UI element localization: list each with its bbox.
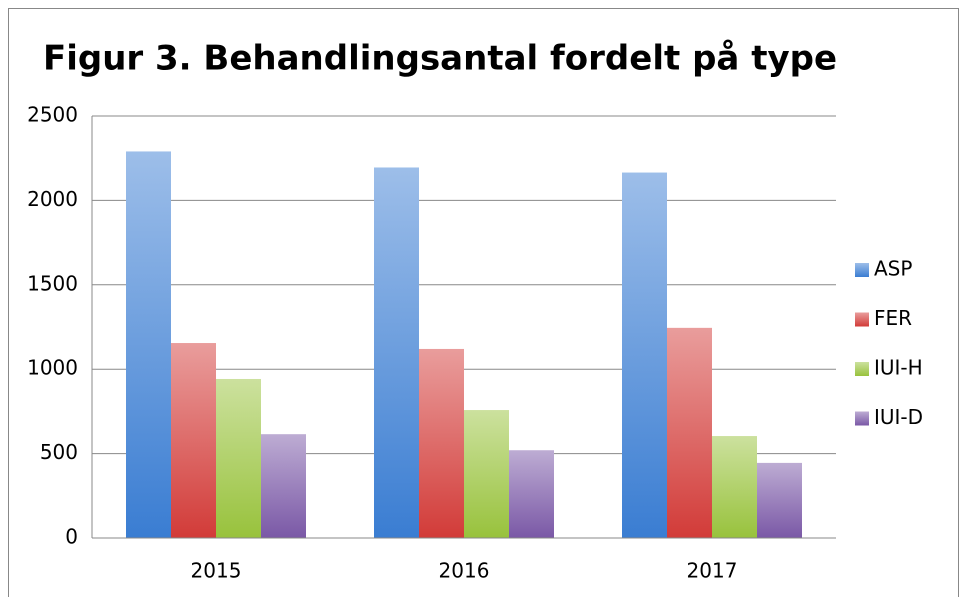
x-tick-label: 2017 [687, 559, 738, 583]
bar [712, 436, 757, 538]
bar [216, 378, 261, 538]
legend-label: IUI-D [874, 405, 923, 429]
x-tick-label: 2016 [439, 559, 490, 583]
bar [622, 172, 667, 538]
y-tick-label: 2500 [27, 103, 78, 127]
legend-label: ASP [874, 257, 912, 281]
legend-swatch [855, 312, 869, 327]
bar [171, 343, 216, 538]
bar [419, 348, 464, 538]
y-tick-label: 0 [65, 525, 78, 549]
bar [261, 434, 306, 538]
legend-swatch [855, 263, 869, 277]
y-tick-label: 2000 [27, 187, 78, 211]
y-tick-label: 1500 [27, 271, 78, 295]
legend-swatch [855, 362, 869, 376]
chart-title: Figur 3. Behandlingsantal fordelt på typ… [43, 39, 837, 79]
bar [374, 167, 419, 538]
y-tick-label: 500 [40, 440, 78, 464]
legend-swatch [855, 411, 869, 426]
x-tick-label: 2015 [191, 559, 242, 583]
bar [757, 462, 802, 538]
bar [509, 450, 554, 538]
bar [464, 410, 509, 538]
legend-label: IUI-H [874, 356, 923, 380]
legend-label: FER [874, 306, 912, 330]
bar [126, 151, 171, 538]
bar [667, 327, 712, 538]
y-tick-label: 1000 [27, 356, 78, 380]
